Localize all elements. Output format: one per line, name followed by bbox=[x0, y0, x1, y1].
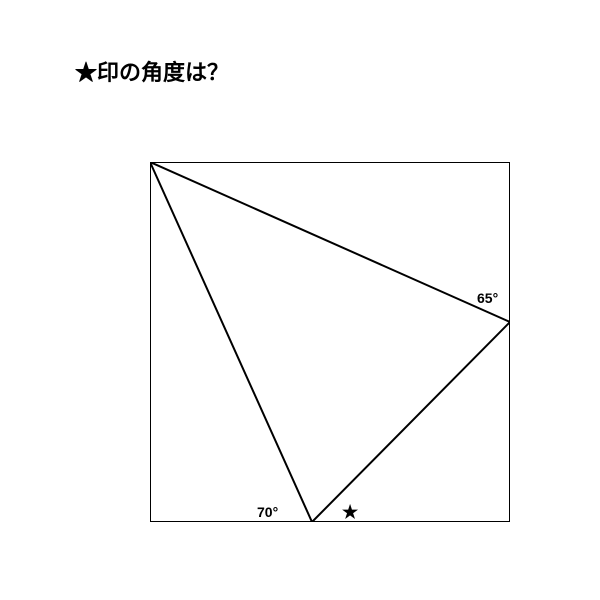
diagram-svg bbox=[150, 162, 510, 522]
question-title: ★印の角度は？ bbox=[75, 55, 229, 87]
triangle-shape bbox=[150, 162, 510, 522]
square-shape bbox=[150, 162, 510, 522]
star-marker: ★ bbox=[342, 502, 358, 523]
angle-label-70: 70° bbox=[257, 504, 278, 520]
geometry-diagram: 65° 70° ★ bbox=[150, 162, 510, 522]
angle-label-65: 65° bbox=[477, 290, 498, 306]
